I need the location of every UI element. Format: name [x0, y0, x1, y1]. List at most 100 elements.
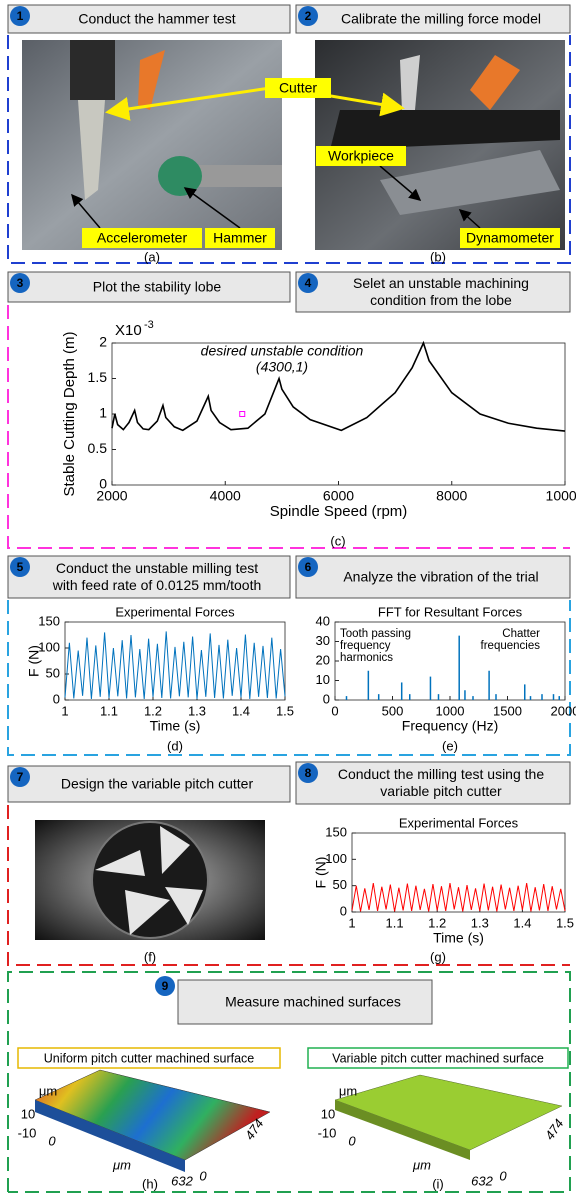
chart-title: FFT for Resultant Forces: [378, 604, 523, 619]
x-label: μm: [112, 1157, 131, 1172]
z-unit: μm: [39, 1083, 57, 1098]
photo-label: Dynamometer: [466, 230, 554, 246]
surface-side: [335, 1100, 470, 1160]
step-number: 1: [17, 9, 24, 23]
label-box: [82, 228, 202, 248]
hammer-handle: [175, 165, 282, 187]
step-text: with feed rate of 0.0125 mm/tooth: [52, 577, 262, 593]
step-text: Analyze the vibration of the trial: [343, 569, 538, 585]
x-tick-label: 4000: [210, 488, 241, 504]
annotation-point: [239, 411, 246, 417]
x-tick-label: 2000: [96, 488, 127, 504]
photo-label: Workpiece: [328, 148, 394, 164]
label-box: [265, 78, 331, 98]
step-number: 9: [162, 979, 169, 993]
step-text: Conduct the unstable milling test: [56, 560, 258, 576]
z-unit: μm: [339, 1083, 357, 1098]
step-badge: [10, 767, 30, 787]
x-origin: 0: [348, 1133, 356, 1148]
y-tick-label: 1: [99, 405, 107, 421]
annotation: frequency: [340, 640, 391, 652]
workpiece: [380, 150, 560, 215]
plot-area: [334, 621, 566, 701]
chart-title: Experimental Forces: [115, 604, 235, 619]
step-box: [7, 555, 291, 599]
plot-area: [64, 621, 286, 701]
arrow: [458, 208, 481, 229]
panel-label: (i): [432, 1176, 444, 1191]
x-tick-label: 632: [471, 1173, 493, 1188]
step-number: 3: [17, 276, 24, 290]
surface-side: [35, 1100, 185, 1172]
y-tick-label: 40: [316, 613, 330, 628]
cutter: [400, 55, 420, 112]
step-text: Selet an unstable machining: [353, 275, 529, 291]
insert: [95, 850, 145, 876]
annotation: harmonics: [340, 652, 393, 664]
y-tick-label: 100: [325, 851, 347, 866]
y-tick-label: 20: [316, 652, 330, 667]
y-axis-label: F (N): [313, 857, 329, 889]
insert: [160, 826, 190, 874]
panel-label: (d): [167, 738, 183, 753]
panel-label: (a): [144, 249, 160, 264]
y-tick-label: 10: [316, 672, 330, 687]
y-tick-label: 2: [99, 334, 107, 350]
line-series: [111, 340, 566, 432]
spindle: [70, 40, 115, 100]
step-badge: [155, 976, 175, 996]
step-badge: [298, 763, 318, 783]
annotation: Chatter: [502, 628, 540, 640]
insert: [165, 887, 203, 925]
panel-label: (h): [142, 1176, 158, 1191]
annotation: frequencies: [481, 640, 541, 652]
step-number: 4: [305, 276, 312, 290]
panel-label: (f): [144, 949, 156, 964]
x-tick-label: 1.4: [513, 915, 531, 930]
step-box: [295, 555, 571, 599]
x-tick-label: 1.1: [386, 915, 404, 930]
y-tick-label: 0: [53, 691, 60, 706]
step-badge: [10, 273, 30, 293]
x-tick-label: 1.1: [100, 703, 118, 718]
fixture: [330, 110, 560, 150]
section-border: [7, 971, 571, 1193]
step-box: [7, 765, 291, 803]
z-tick-label: -10: [18, 1125, 37, 1140]
line-series: [351, 882, 566, 912]
section-border: [7, 305, 570, 549]
x-tick-label: 6000: [323, 488, 354, 504]
plot-area: [111, 342, 566, 486]
x-axis-label: Time (s): [150, 718, 201, 734]
section-border: [7, 35, 571, 264]
step-text: Measure machined surfaces: [225, 994, 401, 1010]
step-box: [7, 271, 291, 303]
arrow: [324, 92, 405, 117]
y-tick-label: 150: [38, 613, 60, 628]
y-multiplier-exponent: -3: [144, 319, 154, 331]
y-multiplier: X10: [115, 322, 142, 339]
y-tick-label: 0: [99, 476, 107, 492]
x-tick-label: 1.3: [471, 915, 489, 930]
z-tick-label: 10: [321, 1106, 335, 1121]
step-number: 6: [305, 560, 312, 574]
x-origin: 0: [48, 1133, 56, 1148]
arrow: [105, 86, 271, 121]
x-axis-label: Time (s): [433, 930, 484, 946]
step-text: Design the variable pitch cutter: [61, 776, 254, 792]
z-tick-label: 10: [21, 1106, 35, 1121]
y-tick-label: 474: [542, 1116, 567, 1142]
arrow: [379, 165, 422, 201]
x-tick-label: 1.5: [276, 703, 294, 718]
surface-title: Uniform pitch cutter machined surface: [44, 1051, 255, 1065]
y-tick-label: 0.5: [88, 440, 108, 456]
step-number: 5: [17, 560, 24, 574]
y-axis-label: F (N): [26, 645, 42, 677]
label-box: [460, 228, 560, 248]
chart-title: Experimental Forces: [399, 815, 519, 830]
annotation: desired unstable condition: [201, 343, 364, 359]
x-tick-label: 1.3: [188, 703, 206, 718]
y-tick-label: 1.5: [88, 369, 108, 385]
step-box: [295, 761, 571, 805]
